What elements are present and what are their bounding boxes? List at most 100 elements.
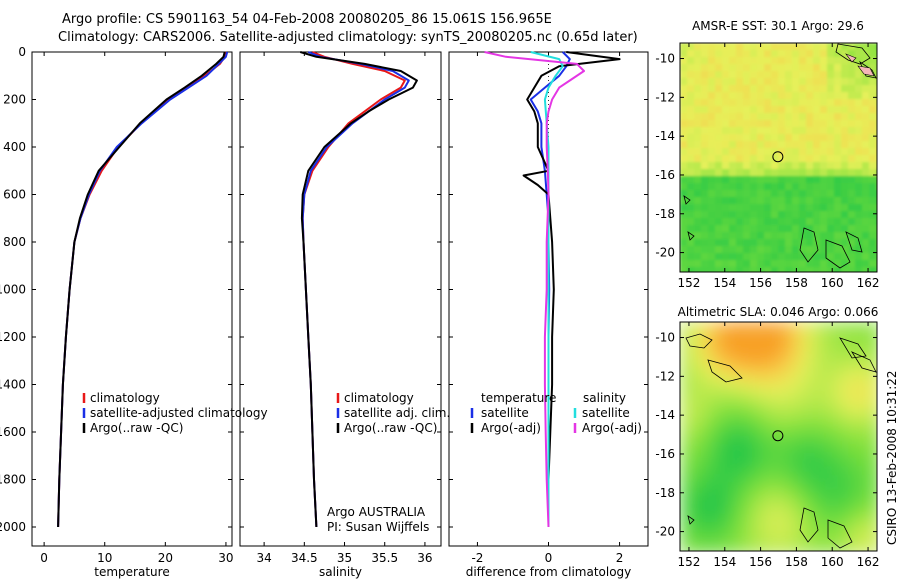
map-cell <box>848 346 857 355</box>
map-cell <box>736 370 745 379</box>
map-cell <box>808 322 817 331</box>
map-cell <box>813 218 821 226</box>
map-cell <box>680 176 688 184</box>
map-cell <box>764 57 772 65</box>
map-cell <box>824 394 833 403</box>
map-cell <box>712 466 721 475</box>
map-cell <box>862 225 870 233</box>
map-cell <box>704 546 713 551</box>
map-cell <box>694 190 702 198</box>
map-cell <box>784 410 793 419</box>
map-cell <box>688 506 697 515</box>
map-cell <box>855 232 863 240</box>
map-cell <box>778 190 786 198</box>
map-cell <box>799 134 807 142</box>
series-line-temp-argo <box>522 51 621 527</box>
map-cell <box>757 106 765 114</box>
map-cell <box>776 514 785 523</box>
map-cell <box>728 434 737 443</box>
map-cell <box>715 162 723 170</box>
map-cell <box>856 522 865 531</box>
map-cell <box>785 78 793 86</box>
map-cell <box>869 253 877 261</box>
map-cell <box>806 64 814 72</box>
map-cell <box>708 162 716 170</box>
map-cell <box>687 127 695 135</box>
map-cell <box>862 50 870 58</box>
map-cell <box>729 204 737 212</box>
map-cell <box>722 197 730 205</box>
x-axis-label: temperature <box>94 565 169 579</box>
map-cell <box>778 85 786 93</box>
map-cell <box>736 394 745 403</box>
map-cell <box>784 346 793 355</box>
map-cell <box>704 426 713 435</box>
map-cell <box>827 155 835 163</box>
map-cell <box>680 426 689 435</box>
map-cell <box>856 546 865 551</box>
map-cell <box>869 169 877 177</box>
map-cell <box>808 346 817 355</box>
map-cell <box>771 134 779 142</box>
map-cell <box>862 155 870 163</box>
map-cell <box>864 426 873 435</box>
map-cell <box>728 378 737 387</box>
map-cell <box>799 113 807 121</box>
map-cell <box>680 50 688 58</box>
map-cell <box>764 64 772 72</box>
map-cell <box>776 506 785 515</box>
map-cell <box>708 127 716 135</box>
map-cell <box>743 43 751 51</box>
x-tick-label: 156 <box>749 276 772 290</box>
map-cell <box>687 204 695 212</box>
map-cell <box>856 386 865 395</box>
map-cell <box>864 330 873 339</box>
y-tick-label: -18 <box>655 207 675 221</box>
map-cell <box>688 362 697 371</box>
map-cell <box>708 71 716 79</box>
map-cell <box>694 204 702 212</box>
map-cell <box>841 169 849 177</box>
map-cell <box>856 450 865 459</box>
map-cell <box>715 176 723 184</box>
y-tick-label: 1200 <box>0 330 26 344</box>
map-cell <box>744 346 753 355</box>
map-cell <box>750 92 758 100</box>
map-cell <box>744 458 753 467</box>
map-cell <box>778 260 786 268</box>
map-cell <box>750 204 758 212</box>
map-cell <box>722 225 730 233</box>
map-cell <box>750 113 758 121</box>
map-cell <box>736 85 744 93</box>
map-cell <box>728 546 737 551</box>
map-cell <box>680 106 688 114</box>
map-cell <box>869 85 877 93</box>
map-cell <box>785 106 793 114</box>
map-cell <box>708 211 716 219</box>
map-cell <box>806 57 814 65</box>
map-cell <box>728 538 737 547</box>
map-cell <box>701 169 709 177</box>
map-cell <box>806 85 814 93</box>
map-cell <box>824 378 833 387</box>
map-cell <box>834 127 842 135</box>
map-cell <box>840 442 849 451</box>
map-cell <box>776 522 785 531</box>
map-cell <box>820 169 828 177</box>
map-cell <box>806 71 814 79</box>
map-cell <box>869 176 877 184</box>
map-cell <box>708 64 716 72</box>
map-cell <box>832 378 841 387</box>
map-cell <box>680 466 689 475</box>
map-cell <box>722 78 730 86</box>
map-cell <box>688 394 697 403</box>
map-cell <box>704 370 713 379</box>
map-cell <box>816 522 825 531</box>
map-cell <box>808 490 817 499</box>
map-cell <box>757 71 765 79</box>
map-cell <box>722 43 730 51</box>
map-cell <box>736 239 744 247</box>
map-cell <box>827 134 835 142</box>
map-cell <box>872 466 877 475</box>
